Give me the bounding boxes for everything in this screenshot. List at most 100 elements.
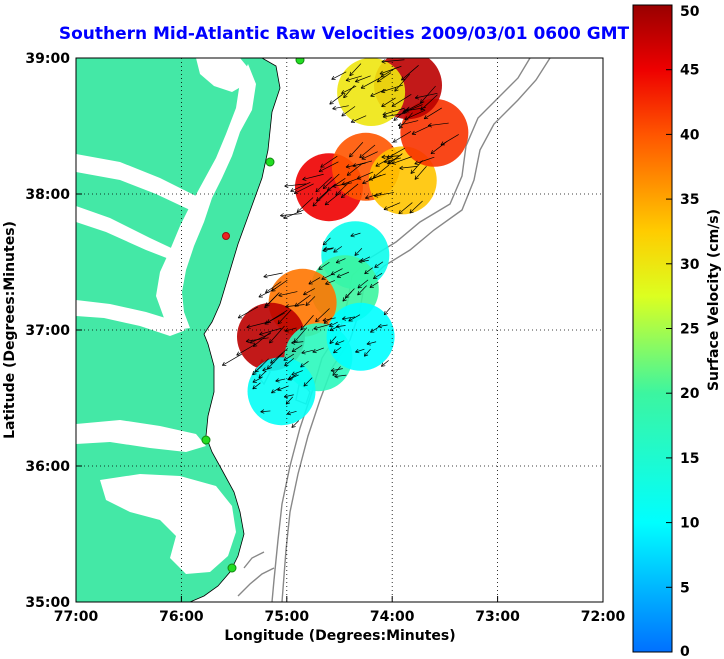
velocity-arrow: [381, 360, 389, 367]
velocity-arrow-head: [381, 59, 386, 64]
velocity-arrow-head: [252, 378, 257, 383]
velocity-arrow: [312, 190, 329, 207]
velocity-arrow: [222, 353, 243, 366]
velocity-arrow-head: [399, 165, 404, 171]
velocity-arrow-head: [335, 259, 341, 264]
velocity-arrow-head: [382, 114, 387, 119]
velocity-arrow-head: [334, 374, 339, 379]
chart-title: Southern Mid-Atlantic Raw Velocities 200…: [59, 24, 630, 44]
colorbar-tick-label: 15: [680, 451, 699, 467]
velocity-arrow-head: [366, 341, 371, 346]
velocity-arrow-head: [341, 112, 346, 117]
velocity-arrow-head: [318, 265, 323, 270]
coastline: [189, 58, 281, 602]
velocity-arrow-head: [329, 100, 334, 105]
velocity-arrow-head: [278, 292, 283, 298]
velocity-arrow-head: [358, 258, 363, 264]
colorbar-label: Surface Velocity (cm/s): [706, 209, 722, 391]
velocity-arrow-head: [332, 183, 337, 189]
x-axis: 77:00 76:00 75:00 74:00 73:00 72:00: [54, 596, 626, 625]
velocity-arrow: [415, 92, 438, 99]
velocity-arrow: [364, 348, 371, 357]
velocity-arrow-head: [362, 180, 367, 185]
velocity-arrow: [336, 271, 350, 278]
velocity-arrow: [392, 131, 412, 143]
velocity-arrow: [357, 279, 369, 289]
velocity-arrow-head: [323, 246, 328, 251]
velocity-arrow-head: [322, 240, 328, 246]
velocity-arrow: [358, 260, 369, 262]
velocity-arrow-head: [302, 176, 307, 181]
velocity-arrow: [414, 156, 435, 165]
velocity-arrow: [341, 183, 359, 198]
velocity-arrow: [269, 325, 285, 344]
velocity-arrow: [335, 340, 345, 345]
velocity-arrow-head: [293, 338, 299, 343]
velocity-arrow: [409, 200, 423, 214]
velocity-arrow: [300, 315, 314, 331]
velocity-arrow-head: [284, 362, 289, 367]
radar-station-marker: [201, 435, 211, 445]
velocity-arrow-head: [360, 257, 365, 262]
velocity-arrow-head: [322, 184, 328, 189]
velocity-arrow: [332, 182, 353, 187]
velocity-arrow: [291, 344, 303, 352]
velocity-arrow: [332, 105, 349, 110]
velocity-arrow: [348, 314, 361, 322]
velocity-arrow-head: [275, 378, 280, 383]
velocity-arrow: [364, 267, 373, 275]
velocity-arrow: [322, 237, 331, 246]
velocity-arrow: [294, 294, 311, 307]
velocity-arrow-head: [291, 347, 297, 353]
velocity-arrow: [291, 420, 300, 428]
velocity-arrow: [266, 352, 284, 370]
velocity-arrow-head: [320, 163, 325, 168]
velocity-arrow-head: [427, 123, 433, 128]
velocity-arrow-head: [259, 331, 264, 336]
velocity-arrow: [329, 321, 338, 327]
velocity-arrow: [350, 115, 367, 123]
velocity-arrow: [322, 248, 333, 252]
velocity-arrow-head: [376, 78, 382, 83]
velocity-arrow: [391, 156, 412, 165]
velocity-arrow: [332, 366, 341, 376]
velocity-arrow-head: [423, 115, 429, 120]
velocity-arrow-head: [402, 108, 407, 113]
velocity-arrow: [320, 155, 338, 168]
velocity-arrow: [361, 151, 378, 160]
velocity-arrow-head: [323, 319, 329, 324]
velocity-arrow: [381, 59, 405, 63]
velocity-arrow-head: [283, 356, 288, 361]
velocity-arrow: [423, 107, 442, 120]
velocity-arrow-head: [348, 317, 353, 322]
velocity-arrow-head: [325, 280, 330, 286]
velocity-arrow: [420, 94, 438, 111]
x-tick-label: 73:00: [475, 609, 520, 625]
velocity-arrow: [397, 120, 419, 126]
velocity-arrow: [349, 63, 362, 76]
velocity-arrow: [315, 308, 330, 323]
velocity-arrow-head: [374, 263, 379, 268]
velocity-arrow-head: [354, 251, 359, 256]
velocity-arrow: [359, 144, 376, 158]
velocity-arrow-head: [380, 73, 386, 78]
velocity-vectors: [222, 59, 459, 428]
velocity-arrow-head: [370, 328, 375, 333]
velocity-arrow: [410, 160, 423, 174]
velocity-arrow-head: [303, 291, 308, 296]
velocity-arrow: [291, 341, 304, 344]
velocity-arrow-head: [394, 87, 399, 92]
velocity-arrow-head: [336, 273, 341, 278]
velocity-arrow-head: [290, 188, 295, 193]
velocity-arrow-head: [420, 99, 425, 104]
velocity-arrow: [270, 348, 289, 364]
velocity-arrow-head: [354, 78, 360, 83]
y-axis-label: Latitude (Degrees:Minutes): [2, 221, 18, 439]
velocity-arrow: [428, 122, 449, 127]
velocity-arrow: [356, 171, 374, 180]
velocity-arrow-head: [237, 314, 243, 319]
velocity-arrow: [285, 396, 293, 405]
velocity-arrow: [296, 197, 314, 213]
velocity-arrow: [404, 109, 426, 121]
velocity-arrow: [360, 256, 371, 262]
